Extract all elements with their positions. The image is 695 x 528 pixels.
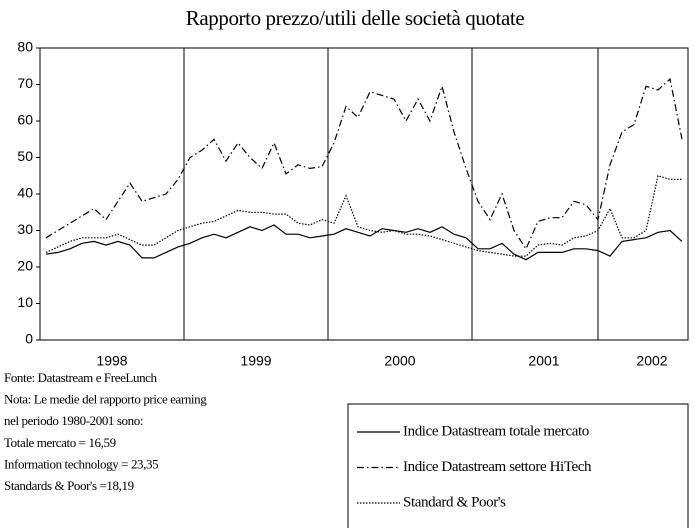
y-tick-label: 0 <box>25 331 33 347</box>
note: Fonte: Datastream e FreeLunch <box>4 370 158 385</box>
y-tick-label: 20 <box>17 258 33 274</box>
legend-label: Indice Datastream totale mercato <box>403 423 589 439</box>
series-line <box>45 224 683 261</box>
legend-label: Indice Datastream settore HiTech <box>403 459 592 475</box>
x-tick-label: 2001 <box>528 353 559 369</box>
y-tick-label: 40 <box>17 185 33 201</box>
y-tick-label: 10 <box>17 294 33 310</box>
note: Totale mercato = 16,59 <box>4 435 116 450</box>
y-tick-label: 60 <box>17 112 33 128</box>
note: Nota: Le medie del rapporto price earnin… <box>4 392 207 407</box>
note: Information technology = 23,35 <box>4 456 158 471</box>
y-tick-label: 50 <box>17 148 33 164</box>
series-line <box>45 175 682 257</box>
note: Standards & Poor's =18,19 <box>4 478 134 493</box>
y-tick-label: 30 <box>17 221 33 237</box>
note: nel periodo 1980-2001 sono: <box>4 413 143 428</box>
legend-box <box>347 403 689 528</box>
y-tick-label: 80 <box>17 39 33 55</box>
legend-label: Standard & Poor's <box>403 494 506 510</box>
x-tick-label: 1998 <box>96 353 127 369</box>
chart-title: Rapporto prezzo/utili delle società quot… <box>186 6 525 30</box>
y-tick-label: 70 <box>17 75 33 91</box>
x-tick-label: 2002 <box>636 353 667 369</box>
series-line <box>45 77 683 251</box>
x-tick-label: 1999 <box>240 353 271 369</box>
x-tick-label: 2000 <box>384 353 415 369</box>
plot-area <box>39 47 689 341</box>
